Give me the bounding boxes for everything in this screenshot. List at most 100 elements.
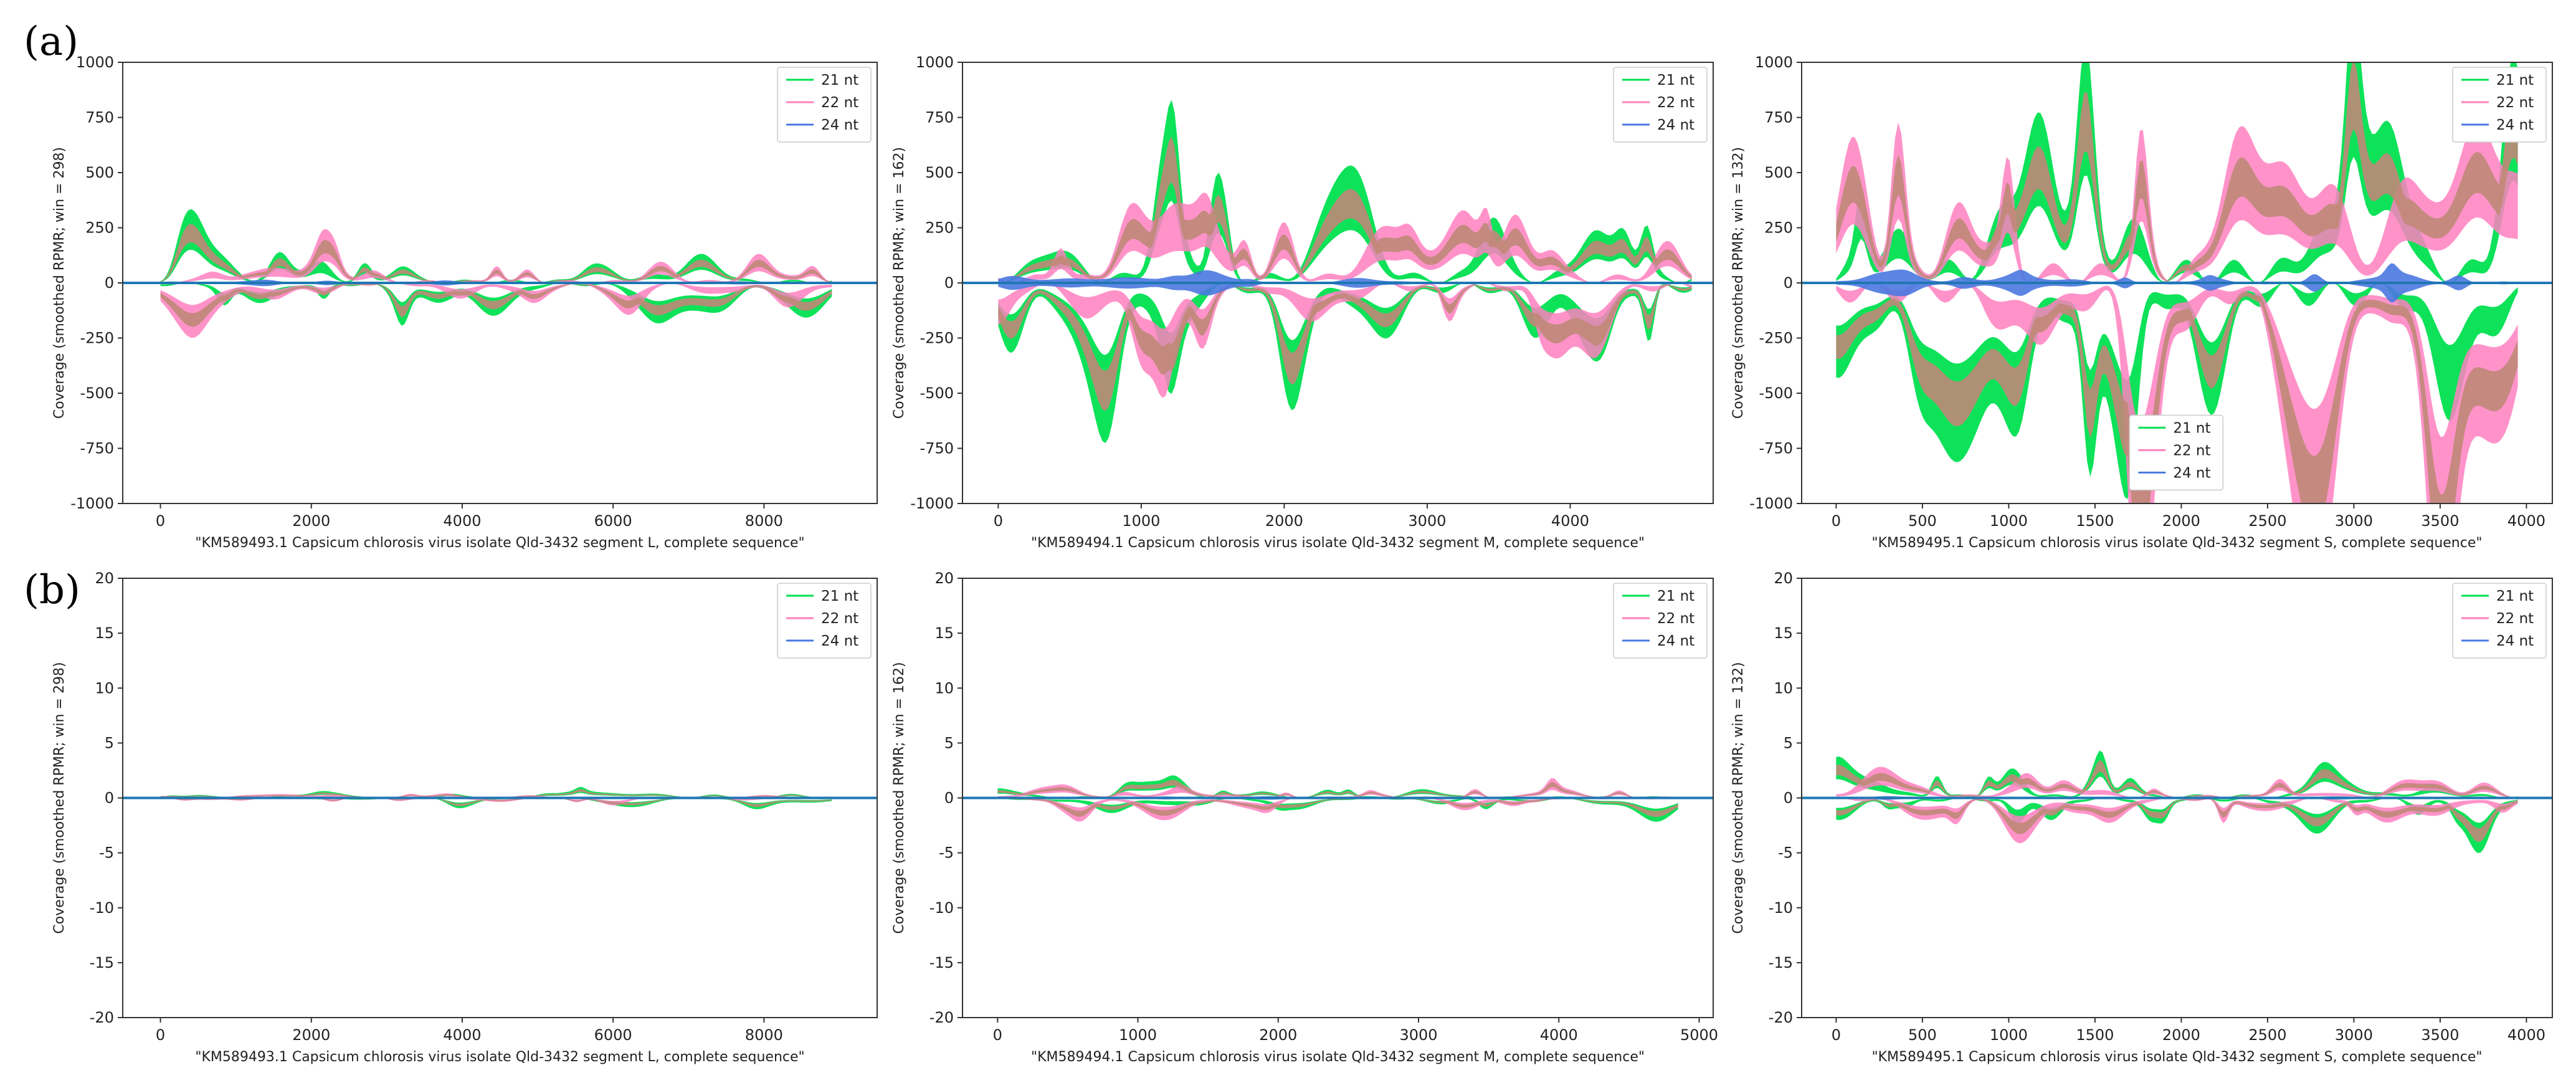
y-tick-label: -500: [920, 384, 954, 402]
overlap-plus: [997, 780, 1678, 798]
x-tick-label: 2000: [1259, 1026, 1297, 1044]
series-22nt-minus: [160, 283, 832, 338]
x-tick-label: 4000: [443, 512, 481, 530]
x-tick-label: 500: [1908, 1026, 1937, 1044]
legend-box: [777, 67, 872, 143]
y-tick-label: -10: [1769, 899, 1793, 917]
subplot-a1: -1000 -750 -500 -250 0 250 500 750 1000 0 2000 4000…: [52, 54, 878, 551]
y-tick-label: 20: [95, 570, 114, 587]
legend-label: 24 nt: [2496, 633, 2534, 649]
y-tick-label: -20: [1769, 1009, 1793, 1026]
legend-box: [2129, 414, 2224, 491]
legend-label: 21 nt: [1657, 588, 1694, 604]
x-axis-label: "KM589495.1 Capsicum chlorosis virus iso…: [1872, 1049, 2483, 1065]
series-22nt-plus: [1836, 766, 2518, 798]
coverage-traces: [160, 209, 832, 338]
y-axis-label: Coverage (smoothed RPMR; win = 298): [52, 147, 67, 419]
y-tick-label: -250: [1759, 330, 1793, 347]
series-21nt-minus: [997, 798, 1678, 822]
x-tick-label: 8000: [745, 512, 783, 530]
y-tick-label: 20: [1774, 570, 1793, 587]
legend-lower-center: 21 nt 22 nt 24 nt: [2129, 414, 2224, 491]
y-tick-label: -5: [99, 844, 114, 862]
overlap-plus: [998, 136, 1692, 282]
x-tick-label: 3000: [2335, 512, 2373, 530]
legend-label: 24 nt: [2496, 117, 2534, 133]
y-tick-label: 15: [934, 624, 954, 642]
y-tick-label: 15: [1774, 624, 1793, 642]
x-tick-label: 4000: [1551, 512, 1589, 530]
y-tick-label: 5: [1784, 734, 1793, 752]
y-tick-label: -15: [90, 954, 114, 971]
legend-label: 22 nt: [2496, 611, 2534, 627]
x-tick-label: 1500: [2076, 512, 2114, 530]
y-axis-label: Coverage (smoothed RPMR; win = 162): [891, 147, 907, 419]
overlap-minus: [998, 284, 1692, 411]
legend-label: 24 nt: [2173, 465, 2210, 481]
series-21nt-plus: [1836, 750, 2518, 798]
x-tick-label: 2000: [292, 512, 330, 530]
legend-label: 22 nt: [1657, 611, 1694, 627]
x-tick-label: 0: [1832, 1026, 1841, 1044]
overlap-plus: [1836, 62, 2518, 282]
x-axis-label: "KM589493.1 Capsicum chlorosis virus iso…: [195, 1049, 804, 1065]
y-tick-label: 0: [105, 790, 114, 807]
x-axis-label: "KM589494.1 Capsicum chlorosis virus iso…: [1031, 1049, 1645, 1065]
y-tick-label: 5: [105, 734, 114, 752]
x-tick-label: 3000: [2335, 1026, 2373, 1044]
overlap-plus: [160, 789, 832, 798]
subplot-a2: -1000 -750 -500 -250 0 250 500 750 1000 0 1000 2000…: [891, 54, 1714, 551]
legend-label: 22 nt: [1657, 95, 1694, 111]
x-tick-label: 2000: [2162, 1026, 2200, 1044]
legend-label: 24 nt: [1657, 633, 1694, 649]
y-tick-label: 1000: [76, 54, 114, 71]
x-tick-label: 3500: [2421, 1026, 2459, 1044]
y-tick-label: -500: [80, 384, 114, 402]
y-tick-label: 0: [944, 274, 954, 292]
x-axis-label: "KM589493.1 Capsicum chlorosis virus iso…: [195, 535, 804, 551]
x-tick-label: 1500: [2076, 1026, 2114, 1044]
y-tick-label: 20: [934, 570, 954, 587]
y-tick-label: 0: [1784, 790, 1793, 807]
overlap-plus: [160, 224, 832, 283]
x-tick-label: 4000: [443, 1026, 481, 1044]
x-tick-label: 2000: [1265, 512, 1303, 530]
y-tick-label: 0: [1784, 274, 1793, 292]
y-tick-label: 10: [1774, 679, 1793, 697]
legend-upper-right: 21 nt 22 nt 24 nt: [1613, 67, 1708, 143]
y-tick-label: -20: [90, 1009, 114, 1026]
y-tick-label: -15: [929, 954, 954, 971]
y-axis-label: Coverage (smoothed RPMR; win = 132): [1731, 662, 1746, 933]
y-tick-label: -5: [1778, 844, 1793, 862]
y-tick-label: 500: [925, 164, 954, 181]
legend-label: 21 nt: [2496, 588, 2534, 604]
panel-label-b: (b): [24, 567, 80, 613]
overlap-minus: [1836, 292, 2518, 503]
coverage-traces: [1836, 62, 2518, 503]
x-tick-label: 2500: [2248, 1026, 2286, 1044]
y-tick-label: -1000: [70, 495, 114, 512]
legend-upper-right: 21 nt 22 nt 24 nt: [1613, 583, 1708, 659]
y-tick-label: 750: [85, 109, 114, 126]
y-tick-label: -750: [1759, 440, 1793, 457]
series-22nt-plus: [998, 193, 1692, 283]
x-axis-label: "KM589494.1 Capsicum chlorosis virus iso…: [1031, 535, 1645, 551]
legend-label: 22 nt: [821, 95, 858, 111]
y-tick-label: -1000: [910, 495, 954, 512]
x-tick-label: 0: [994, 512, 1003, 530]
x-tick-label: 1000: [1990, 512, 2028, 530]
panel-label-a: (a): [24, 19, 78, 65]
y-axis-label: Coverage (smoothed RPMR; win = 162): [891, 662, 907, 933]
series-22nt-minus: [1836, 798, 2518, 844]
legend-label: 21 nt: [821, 72, 858, 88]
y-tick-label: -10: [90, 899, 114, 917]
y-tick-label: -15: [1769, 954, 1793, 971]
y-tick-label: -500: [1759, 384, 1793, 402]
y-tick-label: 1000: [916, 54, 954, 71]
legend-box: [2452, 67, 2547, 143]
x-tick-label: 2000: [292, 1026, 330, 1044]
y-tick-label: 500: [1764, 164, 1793, 181]
x-tick-label: 3500: [2421, 512, 2459, 530]
x-tick-label: 1000: [1122, 512, 1160, 530]
legend-label: 21 nt: [821, 588, 858, 604]
